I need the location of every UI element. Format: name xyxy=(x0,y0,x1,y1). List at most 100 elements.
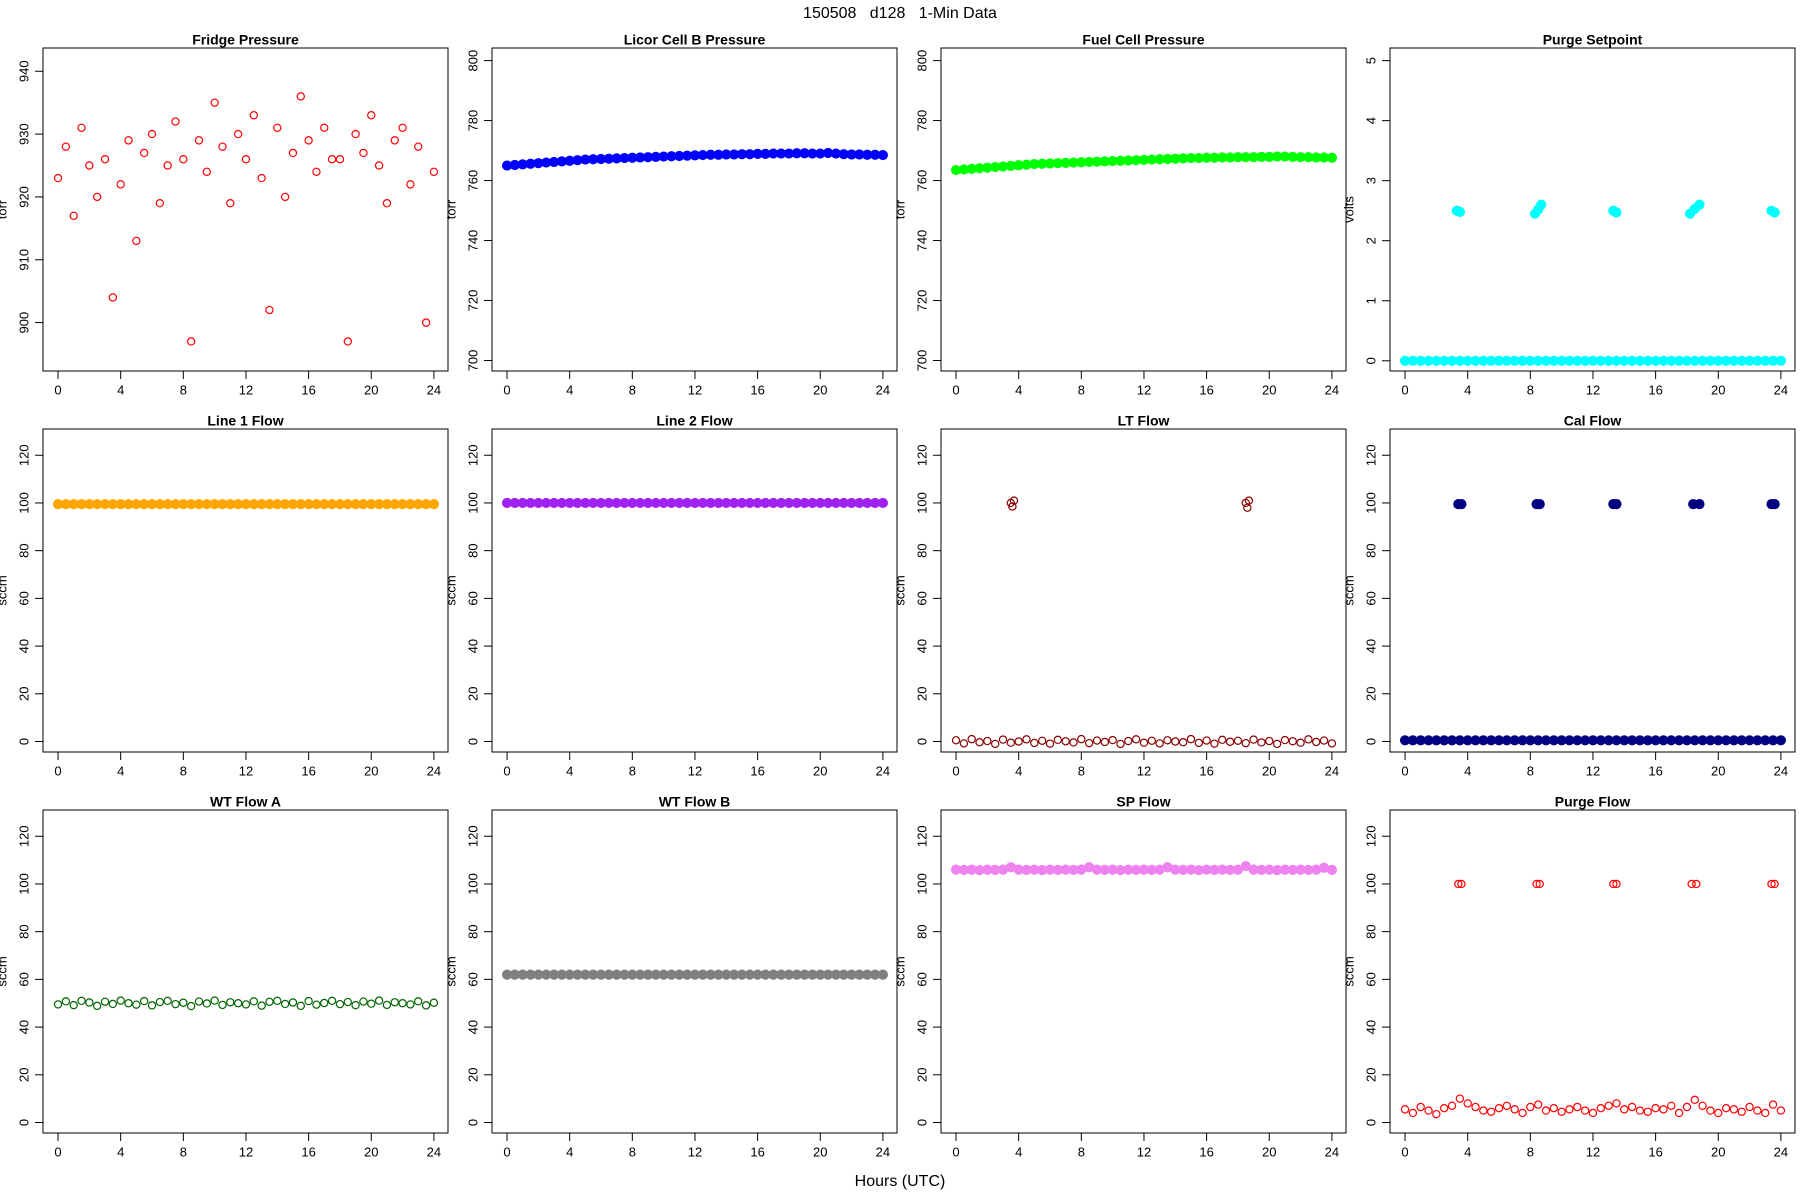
data-point xyxy=(1643,1107,1652,1116)
y-tick-label: 800 xyxy=(465,50,480,72)
data-point xyxy=(967,734,976,744)
x-tick-label: 8 xyxy=(1078,382,1085,397)
y-tick-label: 120 xyxy=(914,444,929,466)
y-tick-label: 0 xyxy=(1363,738,1378,745)
y-tick-label: 780 xyxy=(465,110,480,132)
plot-frame xyxy=(42,47,449,372)
data-point xyxy=(1694,499,1705,510)
x-tick-label: 16 xyxy=(1199,763,1213,778)
x-tick-label: 16 xyxy=(1199,382,1213,397)
data-point xyxy=(132,236,141,246)
data-point xyxy=(280,192,290,202)
data-point xyxy=(1045,739,1055,748)
data-point xyxy=(1479,1106,1488,1115)
y-tick-label: 100 xyxy=(914,873,929,895)
x-tick-label: 24 xyxy=(876,763,890,778)
data-point xyxy=(1651,1103,1660,1113)
x-tick-label: 20 xyxy=(364,763,378,778)
data-point xyxy=(1456,499,1467,510)
x-tick-label: 24 xyxy=(1325,382,1339,397)
panel-title: Licor Cell B Pressure xyxy=(624,32,766,48)
plot-area xyxy=(950,151,1338,176)
data-point xyxy=(1549,1103,1559,1113)
x-tick-label: 4 xyxy=(117,382,124,397)
data-point xyxy=(288,998,298,1007)
y-axis-label: sccm xyxy=(0,956,9,986)
y-tick-label: 100 xyxy=(465,873,480,895)
data-point xyxy=(1439,1103,1449,1113)
x-tick-label: 8 xyxy=(629,763,636,778)
x-tick-label: 24 xyxy=(1325,763,1339,778)
x-tick-label: 16 xyxy=(1648,1144,1662,1159)
y-tick-label: 40 xyxy=(465,1020,480,1034)
y-tick-label: 20 xyxy=(1363,687,1378,701)
y-tick-label: 2 xyxy=(1363,237,1378,244)
y-tick-label: 60 xyxy=(1363,972,1378,986)
data-point xyxy=(1296,738,1305,747)
data-point xyxy=(1768,1100,1778,1109)
plot-frame xyxy=(940,809,1347,1134)
panel-title: SP Flow xyxy=(1116,794,1170,810)
data-point xyxy=(241,1000,251,1009)
data-point xyxy=(1463,1099,1472,1108)
plot-frame xyxy=(1389,428,1796,753)
y-tick-label: 40 xyxy=(16,1020,31,1034)
data-point xyxy=(359,148,368,158)
y-tick-label: 20 xyxy=(16,687,31,701)
data-point xyxy=(1694,199,1705,210)
page-title: 150508 d128 1-Min Data xyxy=(803,5,997,22)
data-point xyxy=(351,129,360,139)
data-point xyxy=(877,969,889,980)
data-point xyxy=(1416,1102,1425,1112)
y-tick-label: 760 xyxy=(465,170,480,192)
y-tick-label: 40 xyxy=(465,639,480,653)
x-tick-label: 12 xyxy=(1137,1144,1151,1159)
data-point xyxy=(1249,735,1258,744)
data-point xyxy=(147,1001,157,1010)
data-point xyxy=(296,1001,305,1011)
x-tick-label: 20 xyxy=(813,763,827,778)
y-tick-label: 60 xyxy=(16,972,31,986)
x-tick-label: 16 xyxy=(750,763,764,778)
data-point xyxy=(132,1000,141,1009)
data-point xyxy=(367,111,376,120)
panel-title: WT Flow B xyxy=(659,794,731,810)
x-tick-label: 0 xyxy=(952,763,959,778)
y-tick-label: 100 xyxy=(16,492,31,514)
data-point xyxy=(265,305,274,315)
panel: Line 2 Flow sccm 0 4 8 12 16 20 24 0 20 40 60 80 100 12… xyxy=(443,413,898,778)
data-point xyxy=(77,996,86,1006)
data-point xyxy=(406,1000,415,1009)
x-axis-label: Hours (UTC) xyxy=(855,1173,946,1190)
x-tick-label: 20 xyxy=(813,1144,827,1159)
y-tick-label: 740 xyxy=(465,230,480,252)
y-tick-label: 0 xyxy=(914,738,929,745)
data-point xyxy=(226,199,235,208)
data-point xyxy=(1674,1108,1684,1118)
y-axis-label: sccm xyxy=(0,575,9,605)
data-point xyxy=(1775,355,1787,366)
data-point xyxy=(171,117,180,126)
data-point xyxy=(1186,734,1196,744)
data-point xyxy=(1518,1108,1527,1118)
x-tick-label: 4 xyxy=(1464,382,1471,397)
data-point xyxy=(429,167,439,176)
x-tick-label: 24 xyxy=(1325,1144,1339,1159)
data-point xyxy=(390,136,399,145)
data-point xyxy=(390,998,399,1007)
data-point xyxy=(1706,1106,1715,1115)
x-tick-label: 0 xyxy=(54,1144,61,1159)
x-tick-label: 16 xyxy=(1199,1144,1213,1159)
data-point xyxy=(1454,879,1463,889)
x-tick-label: 16 xyxy=(750,382,764,397)
y-tick-label: 760 xyxy=(914,170,929,192)
data-point xyxy=(1775,735,1787,746)
data-point xyxy=(1009,496,1019,505)
data-point xyxy=(1194,738,1203,748)
panel-title: Line 1 Flow xyxy=(207,413,283,429)
data-point xyxy=(320,998,329,1008)
data-point xyxy=(53,173,63,183)
data-point xyxy=(155,199,165,208)
data-point xyxy=(1745,1102,1754,1112)
